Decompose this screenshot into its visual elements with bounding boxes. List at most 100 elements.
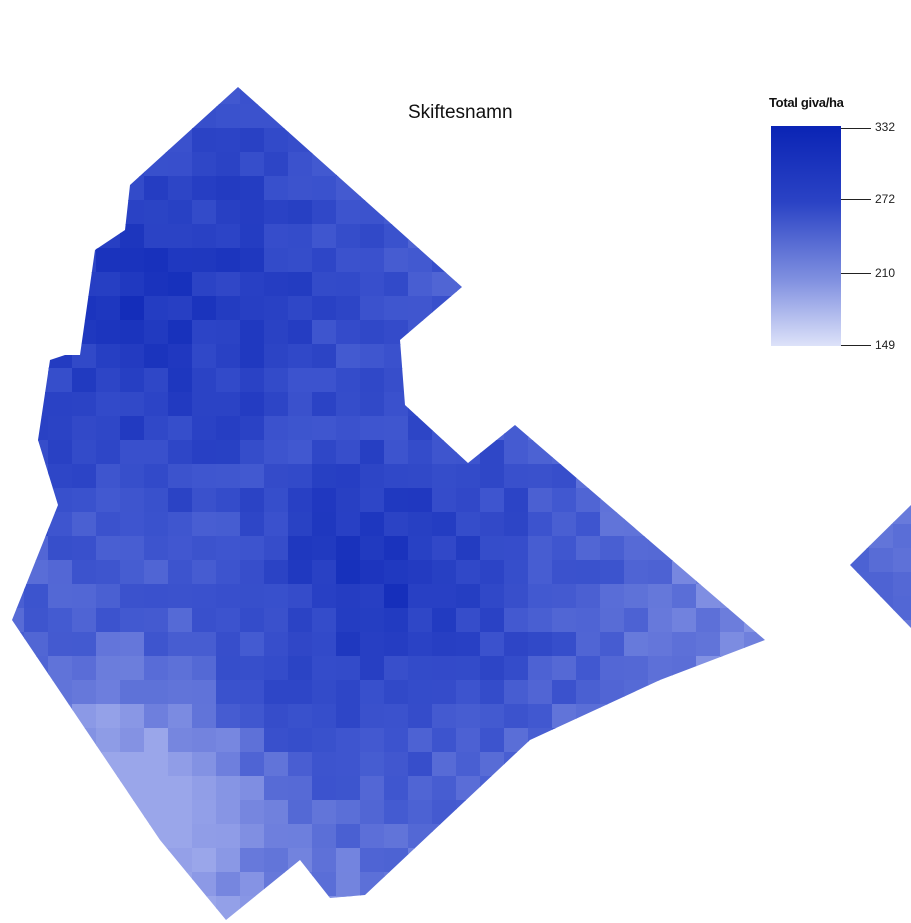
raster-cell — [144, 680, 169, 705]
raster-cell — [552, 560, 577, 585]
raster-cell — [240, 152, 265, 177]
raster-cell — [288, 584, 313, 609]
raster-cell — [96, 128, 121, 153]
raster-cell — [12, 656, 25, 681]
raster-cell — [600, 392, 625, 417]
raster-cell — [240, 632, 265, 657]
raster-cell — [456, 368, 481, 393]
raster-cell — [168, 248, 193, 273]
raster-cell — [216, 128, 241, 153]
raster-cell — [552, 248, 577, 273]
raster-cell — [720, 656, 745, 681]
raster-cell — [168, 584, 193, 609]
legend-tick-272 — [841, 199, 871, 200]
legend-label-272: 272 — [875, 192, 896, 206]
raster-cell — [528, 632, 553, 657]
raster-cell — [168, 800, 193, 825]
raster-cell — [600, 104, 625, 129]
raster-cell — [893, 572, 911, 597]
raster-cell — [312, 224, 337, 249]
raster-cell — [696, 200, 721, 225]
raster-cell — [552, 848, 577, 873]
raster-cell — [648, 776, 673, 801]
raster-cell — [576, 272, 601, 297]
raster-cell — [24, 704, 49, 729]
raster-cell — [24, 512, 49, 537]
raster-cell — [432, 752, 457, 777]
legend-label-210: 210 — [875, 266, 896, 280]
raster-cell — [672, 848, 697, 873]
raster-cell — [216, 728, 241, 753]
raster-cell — [850, 620, 870, 628]
raster-cell — [288, 320, 313, 345]
raster-cell — [744, 728, 765, 753]
raster-cell — [48, 368, 73, 393]
raster-cell — [720, 368, 745, 393]
raster-cell — [12, 560, 25, 585]
raster-cell — [893, 524, 911, 549]
raster-cell — [672, 416, 697, 441]
raster-cell — [192, 392, 217, 417]
raster-cell — [144, 752, 169, 777]
raster-cell — [192, 656, 217, 681]
raster-cell — [624, 752, 649, 777]
raster-cell — [240, 224, 265, 249]
raster-cell — [336, 536, 361, 561]
raster-cell — [144, 440, 169, 465]
raster-cell — [216, 152, 241, 177]
raster-cell — [672, 680, 697, 705]
raster-cell — [528, 776, 553, 801]
raster-cell — [192, 224, 217, 249]
raster-cell — [168, 392, 193, 417]
raster-cell — [648, 896, 673, 920]
raster-cell — [24, 368, 49, 393]
raster-cell — [312, 512, 337, 537]
raster-cell — [552, 176, 577, 201]
raster-cell — [480, 776, 505, 801]
raster-cell — [288, 752, 313, 777]
raster-cell — [144, 728, 169, 753]
raster-cell — [384, 440, 409, 465]
raster-cell — [600, 176, 625, 201]
raster-cell — [720, 440, 745, 465]
raster-cell — [264, 752, 289, 777]
raster-cell — [168, 656, 193, 681]
raster-cell — [768, 656, 793, 681]
raster-cell — [744, 488, 765, 513]
raster-cell — [48, 584, 73, 609]
raster-cell — [120, 776, 145, 801]
raster-cell — [24, 176, 49, 201]
raster-cell — [264, 464, 289, 489]
raster-cell — [96, 87, 121, 105]
raster-cell — [336, 776, 361, 801]
raster-cell — [576, 704, 601, 729]
raster-cell — [96, 416, 121, 441]
raster-cell — [48, 728, 73, 753]
raster-cell — [120, 560, 145, 585]
raster-cell — [48, 896, 73, 920]
raster-cell — [600, 368, 625, 393]
raster-cell — [672, 584, 697, 609]
raster-cell — [384, 296, 409, 321]
raster-cell — [480, 392, 505, 417]
raster-cell — [240, 320, 265, 345]
raster-cell — [360, 296, 385, 321]
raster-cell — [72, 224, 97, 249]
raster-cell — [96, 872, 121, 897]
raster-cell — [24, 152, 49, 177]
raster-cell — [552, 656, 577, 681]
raster-cell — [480, 488, 505, 513]
raster-cell — [744, 560, 765, 585]
raster-cell — [576, 824, 601, 849]
raster-cell — [240, 656, 265, 681]
raster-cell — [600, 320, 625, 345]
raster-cell — [408, 824, 433, 849]
raster-cell — [408, 272, 433, 297]
raster-cell — [168, 752, 193, 777]
raster-cell — [408, 248, 433, 273]
raster-cell — [869, 596, 894, 621]
raster-cell — [552, 464, 577, 489]
raster-cell — [312, 152, 337, 177]
raster-cell — [12, 632, 25, 657]
raster-cell — [528, 248, 553, 273]
